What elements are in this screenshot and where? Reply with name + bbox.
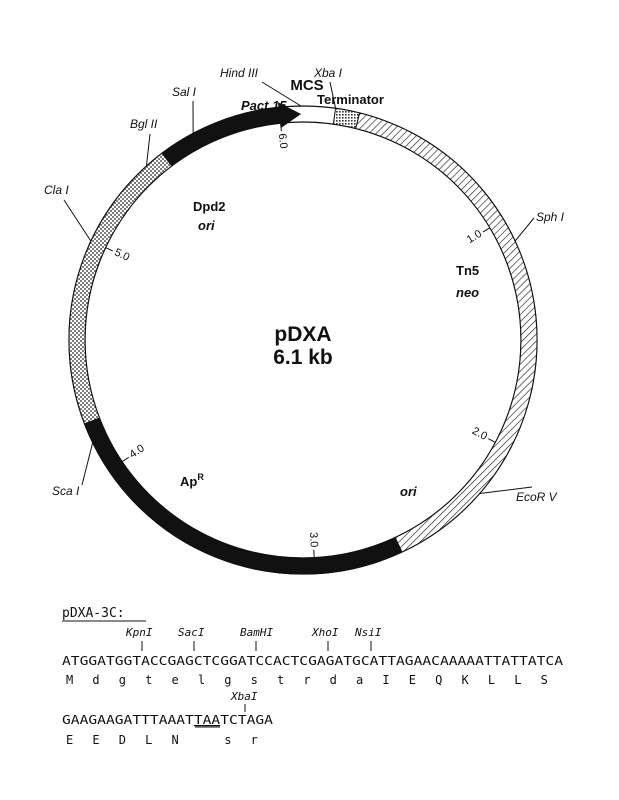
apr-label: ApR	[180, 472, 204, 489]
plasmid-name: pDXA	[274, 323, 331, 346]
line2-site-xbai: XbaI	[230, 690, 258, 703]
amino-acid: s	[224, 733, 231, 747]
line1-site-label: BamHI	[240, 626, 273, 639]
terminator-segment	[332, 107, 361, 130]
scale-label: 6.0	[276, 133, 290, 149]
amino-acid: a	[356, 673, 363, 687]
amino-acid: E	[409, 673, 416, 687]
plasmid-size: 6.1 kb	[273, 346, 333, 369]
bglii-label: Bgl II	[130, 117, 158, 131]
hindiii-tick	[261, 81, 302, 107]
amino-acid: g	[224, 673, 231, 687]
amino-acid: s	[251, 673, 258, 687]
clai-tick	[63, 199, 92, 242]
scale-tick	[482, 227, 491, 233]
scale-label: 5.0	[112, 246, 131, 263]
sphi-label: Sph I	[536, 210, 565, 224]
line1-site-label: KpnI	[125, 626, 153, 639]
line1-site-label: XhoI	[311, 626, 339, 639]
clai-label: Cla I	[44, 183, 69, 197]
amino-acid: K	[462, 673, 470, 687]
amino-acid: r	[251, 733, 258, 747]
ori-label: ori	[400, 484, 417, 499]
terminator-label: Terminator	[317, 92, 384, 107]
amino-acid: d	[92, 673, 99, 687]
amino-acid: L	[488, 673, 495, 687]
amino-acid: M	[66, 673, 73, 687]
stop-codon: TAA	[194, 713, 221, 727]
amino-acid: t	[145, 673, 152, 687]
ecorv-tick	[479, 486, 533, 495]
sequence-title: pDXA-3C:	[62, 606, 125, 621]
sequence-line-1: ATGGATGGTACCGAGCTCGGATCCACTCGAGATGCATTAG…	[62, 654, 564, 668]
amino-acid: D	[119, 733, 126, 747]
ori-apr-segment	[83, 417, 403, 575]
scale-label: 1.0	[465, 228, 484, 246]
amino-acid: Q	[435, 673, 442, 687]
scale-label: 3.0	[307, 532, 320, 548]
line1-sites: KpnI SacI BamHI XhoI NsiI	[125, 626, 382, 651]
scale-tick	[280, 123, 282, 132]
scai-label: Sca I	[52, 484, 80, 498]
pact15-arrow-head	[278, 102, 302, 129]
dpd2-segment	[68, 152, 173, 425]
scale-tick	[121, 456, 130, 463]
sphi-tick	[514, 217, 535, 242]
plasmid-ring: 6.0 1.0 2.0 3.0 4.0 5.0	[63, 81, 538, 575]
dpd2-ori-label: ori	[198, 218, 215, 233]
scale-tick	[488, 438, 496, 443]
amino-acid: r	[303, 673, 310, 687]
scale-label: 2.0	[470, 425, 489, 443]
amino-acid: I	[382, 673, 389, 687]
hindiii-label: Hind III	[220, 66, 259, 80]
scale-tick	[105, 247, 114, 252]
amino-acid: N	[172, 733, 179, 747]
amino-acid: E	[92, 733, 99, 747]
tn5-label: Tn5	[456, 263, 479, 278]
neo-segment	[355, 112, 538, 553]
amino-acid: d	[330, 673, 337, 687]
amino-acid: l	[198, 673, 205, 687]
amino-acid: t	[277, 673, 284, 687]
sali-label: Sal I	[172, 85, 197, 99]
mcs-label: MCS	[290, 77, 323, 94]
amino-acid: g	[119, 673, 126, 687]
line1-site-label: SacI	[178, 626, 205, 639]
amino-acid: S	[541, 673, 548, 687]
pact15-segment	[161, 106, 281, 167]
amino-acid: L	[514, 673, 521, 687]
sequence-panel: pDXA-3C: KpnI SacI BamHI XhoI NsiI ATGGATGGT…	[62, 606, 564, 747]
line1-site-label: NsiI	[354, 626, 382, 639]
xbai-label: Xba I	[313, 66, 343, 80]
bglii-tick	[145, 133, 151, 167]
neo-label: neo	[456, 285, 479, 300]
dpd2-label: Dpd2	[193, 199, 226, 214]
scale-label: 4.0	[127, 442, 146, 460]
scai-tick	[81, 442, 94, 486]
pact15-label: Pact 15	[241, 98, 287, 113]
sequence-line-2: GAAGAAGATTTAAAT TAA TCTAGA	[62, 713, 274, 727]
amino-acid: L	[145, 733, 152, 747]
ecorv-label: EcoR V	[516, 490, 558, 504]
amino-acid: E	[66, 733, 73, 747]
xbai-tick	[329, 81, 337, 109]
amino-acid: e	[171, 673, 178, 687]
